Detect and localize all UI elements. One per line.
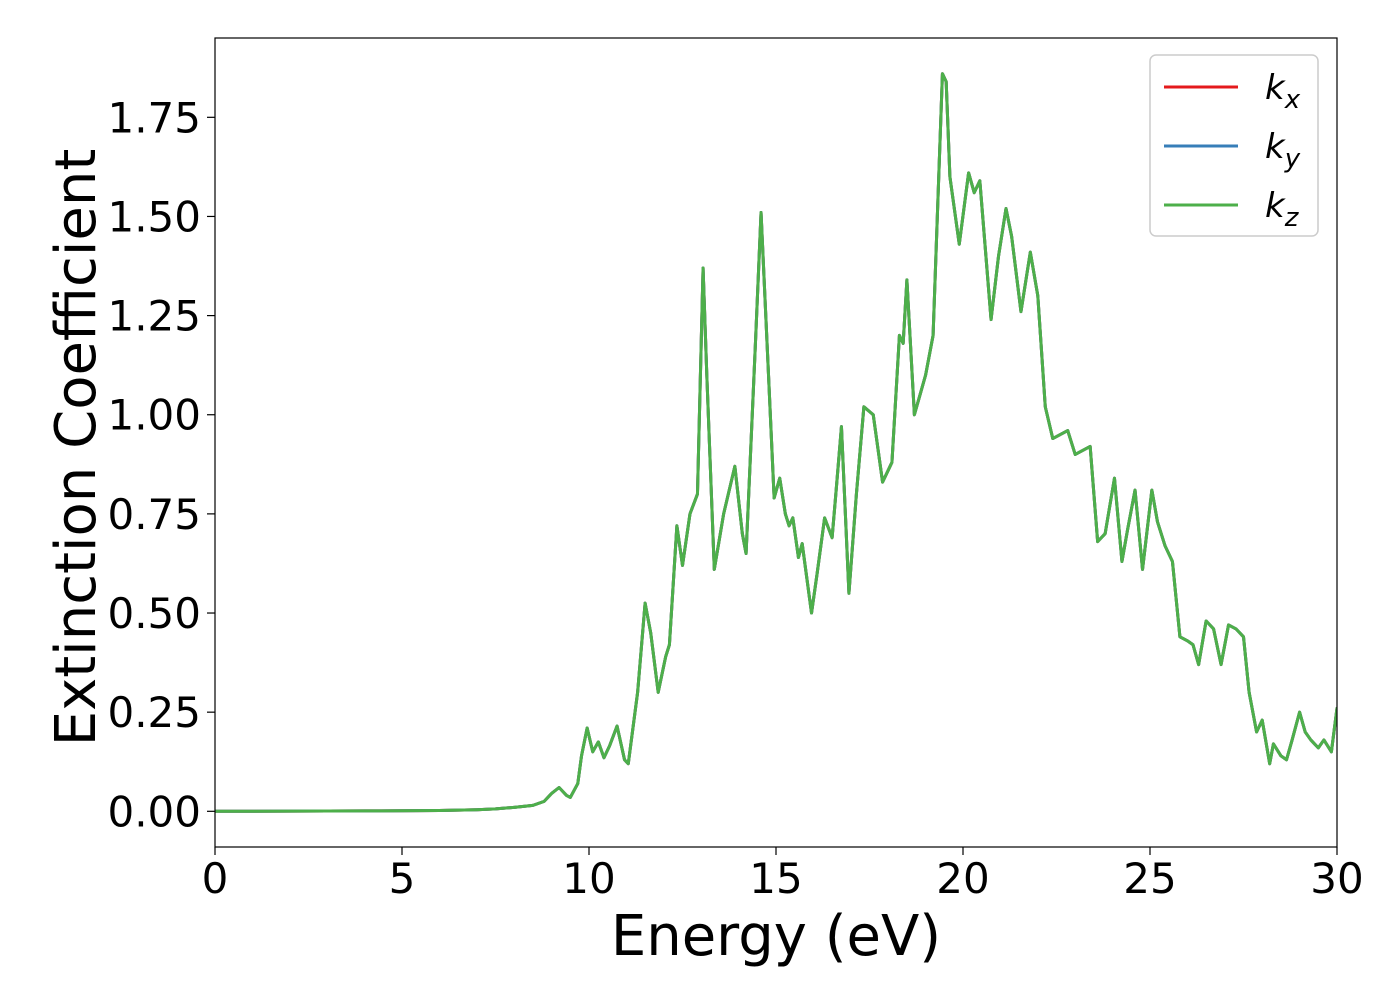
y-tick-label: 0.25 bbox=[107, 688, 201, 737]
y-tick-label: 0.00 bbox=[107, 787, 201, 836]
x-tick-label: 15 bbox=[749, 854, 802, 903]
legend-label: kz bbox=[1265, 186, 1300, 233]
legend-item-k-y: ky bbox=[1164, 127, 1301, 174]
y-tick-label: 1.00 bbox=[107, 391, 201, 440]
plot-frame bbox=[214, 37, 1338, 848]
x-tick-label: 0 bbox=[202, 854, 229, 903]
x-tick-label: 30 bbox=[1310, 854, 1363, 903]
legend-item-k-z: kz bbox=[1164, 186, 1300, 233]
x-tick-label: 10 bbox=[562, 854, 615, 903]
x-axis-label: Energy (eV) bbox=[611, 904, 941, 969]
legend-label: ky bbox=[1265, 127, 1301, 174]
y-tick-label: 1.50 bbox=[107, 192, 201, 241]
y-tick-label: 1.25 bbox=[107, 292, 201, 341]
x-tick-label: 20 bbox=[936, 854, 989, 903]
tick-layer: 0 5 10 15 20 25 30 0.00 0.25 0.50 0.75 1.00 1.25 1.50… bbox=[107, 93, 1363, 903]
y-tick-label: 0.50 bbox=[107, 589, 201, 638]
y-tick-label: 0.75 bbox=[107, 490, 201, 539]
legend-label: kx bbox=[1265, 68, 1301, 115]
series-layer bbox=[215, 72, 1337, 813]
x-tick-label: 25 bbox=[1123, 854, 1176, 903]
legend-item-k-x: kx bbox=[1164, 68, 1301, 115]
y-tick-label: 1.75 bbox=[107, 93, 201, 142]
x-tick-label: 5 bbox=[389, 854, 416, 903]
y-axis-label: Extinction Coefficient bbox=[44, 149, 109, 747]
series-line-k-z bbox=[215, 72, 1337, 813]
legend: kx ky kz bbox=[1149, 54, 1319, 237]
